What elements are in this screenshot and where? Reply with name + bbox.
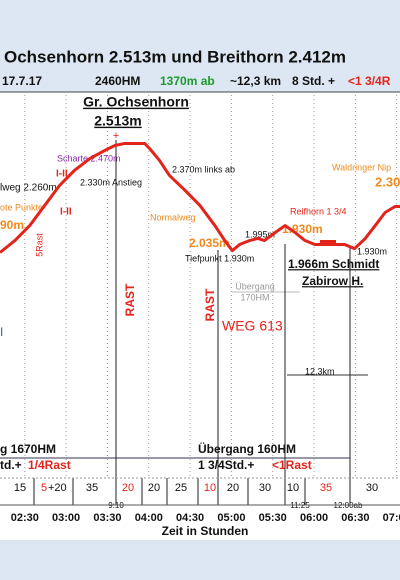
annotation: I	[0, 325, 3, 339]
peak-label: Gr. Ochsenhorn	[83, 94, 189, 110]
annotation: 2.035m	[189, 236, 230, 250]
duration: 35	[320, 482, 332, 494]
rest-label: RAST	[203, 288, 217, 321]
summary: Übergang 160HM	[198, 441, 296, 456]
time-note: 11:25	[290, 501, 310, 510]
annotation: I-II	[60, 207, 72, 218]
info: 17.7.17	[2, 74, 42, 88]
x-tick-label: 06:30	[341, 512, 369, 524]
summary: <1Rast	[272, 458, 312, 472]
x-tick-label: 03:30	[93, 512, 121, 524]
hut-label: Zabirow H.	[302, 274, 363, 288]
duration: 20	[148, 482, 160, 494]
time-note: 9:10	[108, 501, 124, 510]
annotation: 2.30	[375, 174, 400, 189]
duration: +20	[48, 482, 67, 494]
info: 8 Std. +	[292, 74, 335, 88]
rest-label: RAST	[123, 283, 137, 316]
annotation: 1.930m	[357, 246, 387, 256]
duration: 20	[227, 482, 239, 494]
info: 1370m ab	[160, 74, 215, 88]
annotation: WEG 613	[222, 318, 283, 334]
annotation: Reifhorn 1 3/4	[290, 206, 347, 216]
annotation: Übergang	[235, 281, 275, 291]
annotation: Waldringer Nip	[332, 162, 391, 172]
summary: 1 3/4Std.+	[198, 458, 254, 472]
info: <1 3/4R	[348, 74, 391, 88]
annotation: 5Rast	[34, 233, 44, 257]
x-tick-label: 04:30	[176, 512, 204, 524]
x-tick-label: 02:30	[11, 512, 39, 524]
x-tick-label: 03:00	[52, 512, 80, 524]
duration: 20	[122, 482, 134, 494]
annotation: Normalweg	[150, 212, 196, 222]
summary: td.+	[0, 458, 22, 472]
x-axis-label: Zeit in Stunden	[162, 524, 249, 538]
duration: 25	[175, 482, 187, 494]
summit-marker: +	[113, 130, 119, 142]
info: ~12,3 km	[230, 74, 281, 88]
info: 2460HM	[95, 74, 140, 88]
plot-area	[0, 92, 400, 540]
time-note: 12:00ab	[334, 501, 363, 510]
chart-title: Ochsenhorn 2.513m und Breithorn 2.412m	[4, 47, 346, 66]
duration: 10	[287, 482, 299, 494]
x-tick-label: 05:30	[259, 512, 287, 524]
annotation: 1.995m	[245, 229, 275, 239]
x-tick-label: 04:00	[135, 512, 163, 524]
annotation: 170HM	[240, 292, 269, 302]
x-tick-label: 05:00	[217, 512, 245, 524]
annotation: lweg 2.260m	[0, 183, 57, 194]
duration: 35	[86, 482, 98, 494]
hut-label: 1.966m Schmidt	[288, 257, 379, 271]
profile-line	[0, 141, 400, 254]
annotation: 2.370m links ab	[172, 164, 235, 174]
summary: g 1670HM	[0, 442, 56, 456]
duration: 30	[366, 482, 378, 494]
x-tick-label: 07:00	[383, 512, 400, 524]
annotation: Tiefpunkt 1.930m	[185, 253, 254, 263]
duration: 30	[259, 482, 271, 494]
summary: 1/4Rast	[28, 458, 71, 472]
annotation: ote Punkte	[0, 202, 43, 212]
x-tick-label: 06:00	[300, 512, 328, 524]
peak-label: 2.513m	[94, 113, 141, 129]
duration: 15	[14, 482, 26, 494]
annotation: I-II	[56, 169, 68, 180]
annotation: 2.330m Anstieg	[80, 177, 142, 187]
annotation: 90m	[0, 218, 24, 232]
duration: 10	[204, 482, 216, 494]
duration: 5	[41, 482, 47, 494]
annotation: 1.930m	[282, 222, 323, 236]
annotation: 12,3km	[305, 366, 335, 376]
